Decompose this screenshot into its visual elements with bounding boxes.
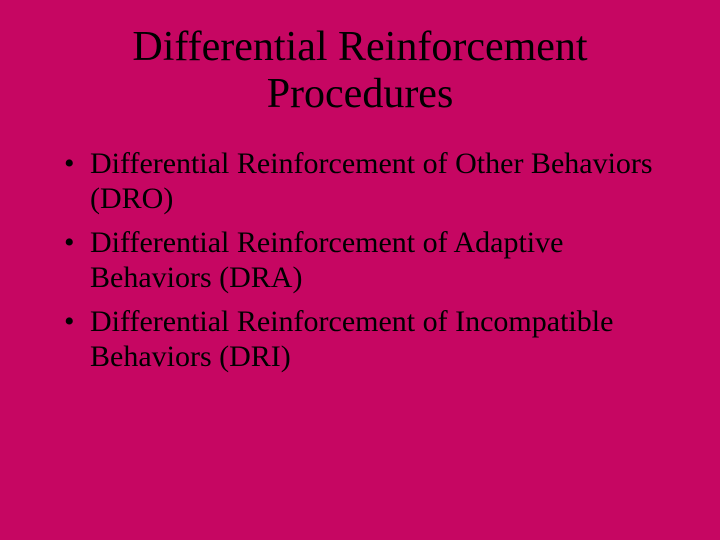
list-item: Differential Reinforcement of Other Beha… [62,146,666,217]
list-item: Differential Reinforcement of Adaptive B… [62,225,666,296]
slide: Differential Reinforcement Procedures Di… [0,0,720,540]
slide-title: Differential Reinforcement Procedures [54,24,666,118]
bullet-list: Differential Reinforcement of Other Beha… [54,146,666,374]
list-item: Differential Reinforcement of Incompatib… [62,304,666,375]
